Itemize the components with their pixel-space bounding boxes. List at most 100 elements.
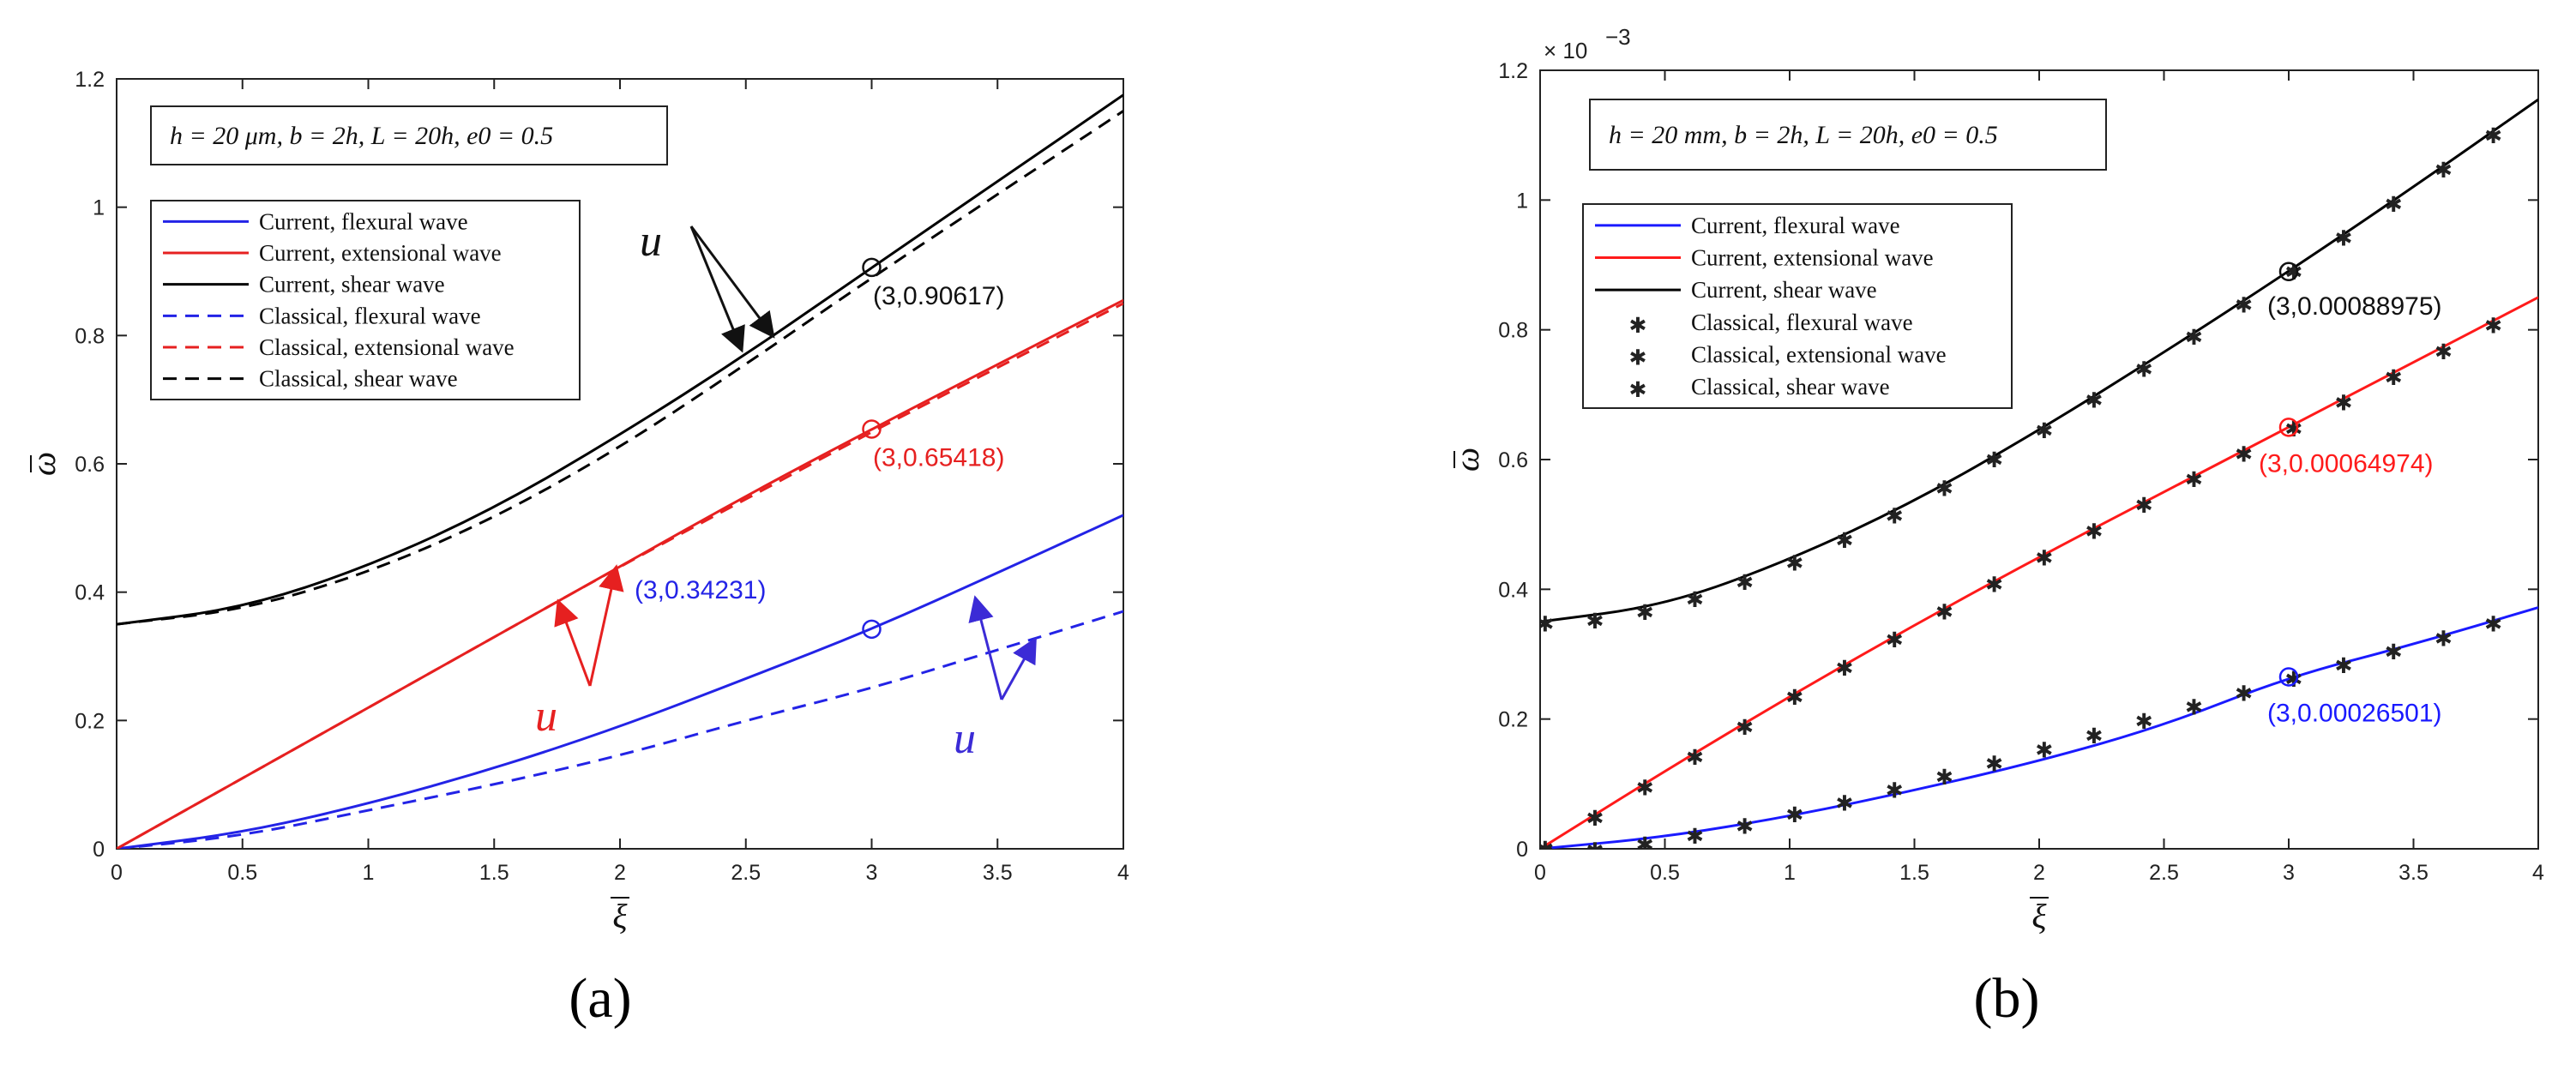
- x-tick-label: 2.5: [2149, 861, 2179, 885]
- data-point-star: ✱: [2385, 640, 2403, 664]
- u-label-extensional: u: [535, 692, 557, 741]
- y-tick-label: 1.2: [1498, 59, 1528, 83]
- series-line: [117, 110, 1123, 626]
- legend-label: Classical, shear wave: [259, 366, 458, 392]
- highlight-marker: [862, 619, 882, 640]
- legend-label: Current, extensional wave: [1691, 245, 1934, 271]
- u-label-flexural: u: [954, 714, 976, 763]
- data-point-star: ✱: [2335, 654, 2353, 678]
- data-point-star: ✱: [2484, 315, 2502, 339]
- legend-label: Current, extensional wave: [259, 240, 502, 266]
- data-point-star: ✱: [1985, 448, 2003, 472]
- series-line: [1540, 98, 2538, 623]
- data-point-star: ✱: [2235, 442, 2253, 466]
- data-point-star: ✱: [1536, 838, 1554, 862]
- axis-exponent: −3: [1605, 24, 1631, 50]
- legend-label: Classical, shear wave: [1691, 374, 1890, 400]
- param-box: [1589, 99, 2107, 171]
- flexural-arrow: [1000, 636, 1037, 700]
- data-point-star: ✱: [2185, 468, 2203, 492]
- data-point-star: ✱: [2385, 193, 2403, 217]
- legend-label: Classical, extensional wave: [259, 334, 515, 360]
- panel-label: (b): [1974, 967, 2040, 1030]
- data-point-star: ✱: [2135, 710, 2153, 734]
- y-tick-label: 0.2: [1498, 708, 1528, 732]
- x-tick-label: 0: [1534, 861, 1546, 885]
- x-tick-label: 3: [866, 861, 878, 885]
- shear-arrow: [689, 225, 745, 353]
- x-tick-label: 1.5: [1899, 861, 1929, 885]
- axis-multiplier: × 10: [1544, 38, 1587, 63]
- x-tick-label: 1: [1784, 861, 1796, 885]
- data-point-star: ✱: [1636, 833, 1654, 857]
- y-tick-label: 0.4: [1498, 578, 1528, 602]
- data-point-star: ✱: [1886, 628, 1904, 652]
- series-line: [1540, 606, 2538, 849]
- data-point-star: ✱: [1586, 610, 1604, 634]
- data-point-star: ✱: [1886, 778, 1904, 802]
- flexural-arrow: [968, 595, 1003, 700]
- y-tick-label: 0.4: [75, 581, 105, 605]
- data-point-star: ✱: [1536, 613, 1554, 637]
- series-line: [117, 302, 1123, 849]
- y-tick-label: 0.6: [1498, 448, 1528, 472]
- y-tick-label: 0.6: [75, 453, 105, 477]
- data-point-star: ✱: [2484, 613, 2502, 637]
- x-tick-label: 0.5: [1650, 861, 1680, 885]
- data-point-star: ✱: [1536, 841, 1554, 865]
- data-point-star: ✱: [2085, 520, 2104, 544]
- data-point-star: ✱: [1736, 716, 1754, 740]
- data-point-star: ✱: [2185, 696, 2203, 720]
- marker-label: (3,0.00064974): [2259, 449, 2434, 478]
- x-tick-label: 1: [363, 861, 375, 885]
- highlight-marker: [862, 257, 882, 278]
- data-point-star: ✱: [1985, 573, 2003, 597]
- y-tick-label: 0.8: [1498, 319, 1528, 343]
- x-tick-label: 3.5: [983, 861, 1013, 885]
- y-tick-label: 1: [1516, 189, 1528, 213]
- x-tick-label: 3.5: [2398, 861, 2429, 885]
- data-point-star: ✱: [2335, 392, 2353, 416]
- data-point-star: ✱: [1886, 504, 1904, 528]
- plot-area: [117, 93, 1123, 849]
- highlight-marker: [2278, 418, 2299, 437]
- x-tick-label: 2: [614, 861, 626, 885]
- u-label-shear: u: [640, 217, 662, 266]
- data-point-star: ✱: [2035, 546, 2053, 570]
- u-annotations: u u u: [535, 217, 1037, 763]
- extensional-arrow: [588, 564, 624, 687]
- param-text: h = 20 μm, b = 2h, L = 20h, e0 = 0.5: [170, 122, 553, 150]
- series-line: [117, 610, 1123, 849]
- data-point-star: ✱: [1636, 776, 1654, 800]
- legend-label: Current, flexural wave: [259, 208, 468, 234]
- data-point-star: ✱: [1985, 752, 2003, 776]
- data-point-star: ✱: [2035, 419, 2053, 443]
- legend-swatch-star: ✱: [1629, 314, 1647, 338]
- data-point-star: ✱: [1935, 478, 1953, 502]
- x-axis-label: ξ: [2031, 897, 2047, 935]
- data-point-star: ✱: [1785, 803, 1803, 827]
- data-point-star: ✱: [2185, 326, 2203, 350]
- data-point-star: ✱: [2035, 738, 2053, 762]
- data-point-star: ✱: [2135, 494, 2153, 518]
- y-axis-label: ω: [1447, 448, 1486, 472]
- y-tick-label: 0: [93, 838, 105, 862]
- data-point-star: ✱: [2435, 627, 2453, 651]
- data-point-star: ✱: [1785, 686, 1803, 710]
- y-axis-label: ω: [24, 452, 63, 476]
- param-text: h = 20 mm, b = 2h, L = 20h, e0 = 0.5: [1609, 121, 1998, 149]
- data-point-star: ✱: [2235, 293, 2253, 317]
- marker-label: (3,0.34231): [635, 576, 766, 604]
- y-tick-label: 1: [93, 196, 105, 220]
- y-tick-label: 0: [1516, 838, 1528, 862]
- data-point-star: ✱: [2235, 682, 2253, 706]
- x-tick-label: 4: [1117, 861, 1129, 885]
- highlight-marker: [2278, 261, 2299, 282]
- x-tick-label: 4: [2532, 861, 2544, 885]
- data-point-star: ✱: [1935, 766, 1953, 790]
- shear-arrow: [689, 225, 775, 339]
- y-tick-label: 0.8: [75, 324, 105, 348]
- series-line: [117, 93, 1123, 626]
- marker-label: (3,0.00088975): [2267, 292, 2442, 321]
